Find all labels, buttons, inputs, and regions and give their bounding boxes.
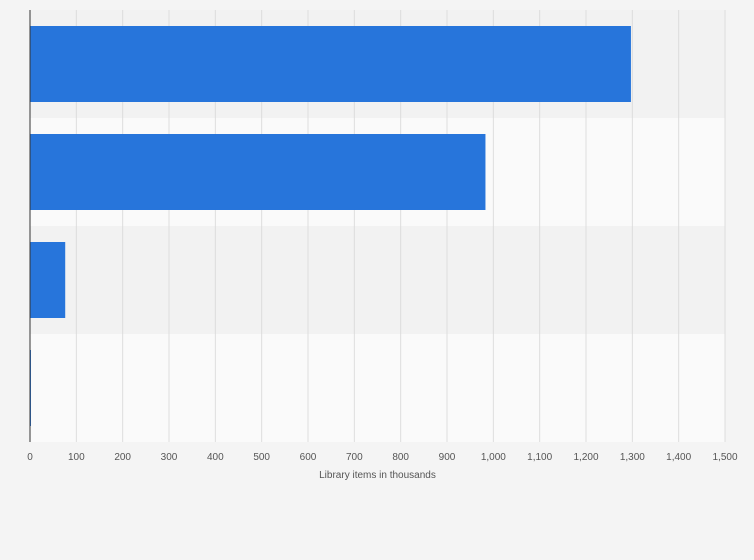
x-tick-label: 400 bbox=[207, 452, 224, 463]
x-tick-label: 100 bbox=[68, 452, 85, 463]
x-tick-label: 1,000 bbox=[481, 452, 506, 463]
bar bbox=[30, 242, 66, 318]
x-tick-label: 1,300 bbox=[620, 452, 645, 463]
x-tick-label: 600 bbox=[300, 452, 317, 463]
x-tick-label: 1,400 bbox=[666, 452, 691, 463]
x-axis-title: Library items in thousands bbox=[319, 470, 436, 481]
x-tick-label: 1,200 bbox=[573, 452, 598, 463]
x-tick-label: 200 bbox=[114, 452, 131, 463]
row-band bbox=[30, 226, 725, 334]
x-tick-label: 500 bbox=[253, 452, 270, 463]
gridlines bbox=[75, 10, 726, 442]
bar bbox=[30, 26, 631, 102]
x-tick-label: 300 bbox=[161, 452, 178, 463]
row-band bbox=[30, 334, 725, 442]
x-tick-labels: 0 100 200 300 400 500 600 700 800 900 1,000 1,100 1,… bbox=[27, 452, 738, 463]
x-tick-label: 900 bbox=[439, 452, 456, 463]
x-tick-label: 800 bbox=[392, 452, 409, 463]
x-tick-label: 1,100 bbox=[527, 452, 552, 463]
x-tick-label: 0 bbox=[27, 452, 33, 463]
x-tick-label: 700 bbox=[346, 452, 363, 463]
x-tick-label: 1,500 bbox=[712, 452, 737, 463]
bars bbox=[30, 26, 631, 426]
bar bbox=[30, 134, 486, 210]
